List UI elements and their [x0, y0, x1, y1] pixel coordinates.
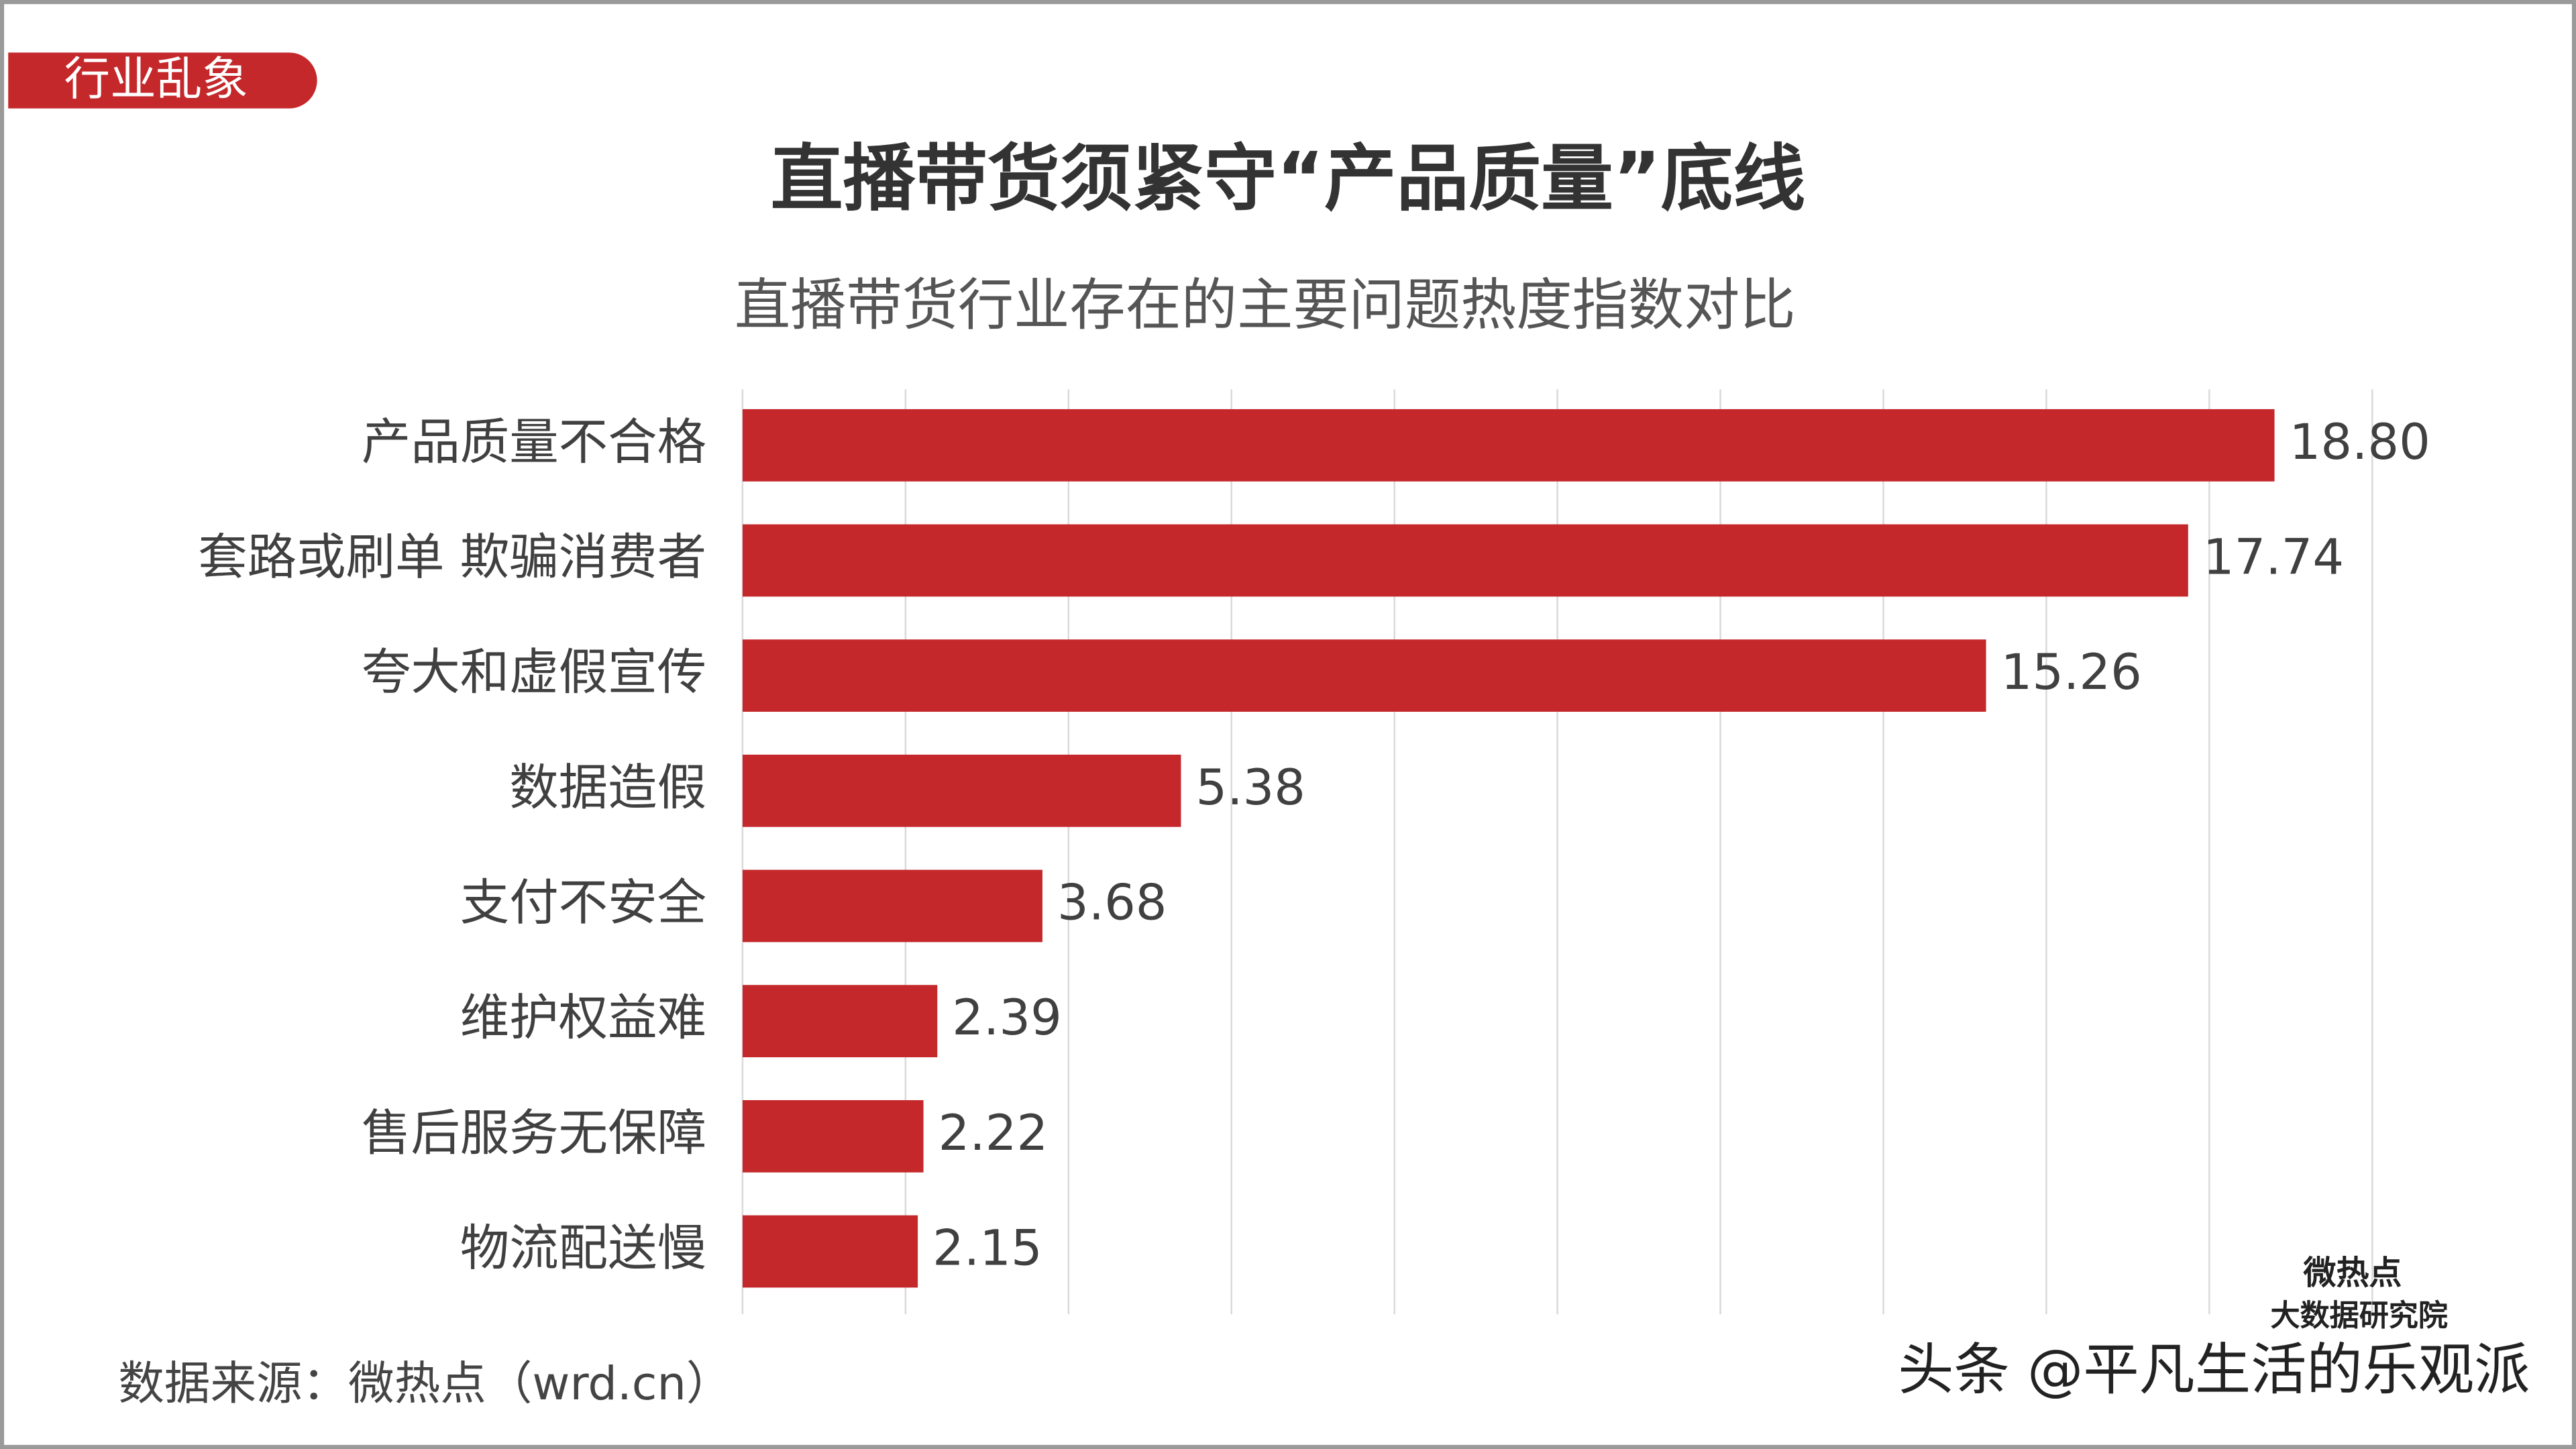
y-tick-label: 产品质量不合格: [362, 414, 706, 471]
bar: [742, 869, 1042, 943]
y-tick-label: 售后服务无保障: [362, 1105, 706, 1162]
chart-title: 直播带货须紧守“产品质量”底线: [771, 138, 1805, 221]
badge: 行业乱象: [64, 52, 248, 106]
y-tick-label: 数据造假: [509, 759, 706, 816]
badge-bg: [8, 52, 317, 109]
value-label: 15.26: [2001, 644, 2142, 701]
value-label: 17.74: [2203, 529, 2344, 586]
y-tick-label: 维护权益难: [460, 989, 706, 1046]
source: 数据来源：微热点（wrd.cn）: [118, 1357, 732, 1411]
value-label: 3.68: [1057, 875, 1167, 932]
y-tick-label: 支付不安全: [460, 875, 706, 932]
logo-name: 微热点: [2302, 1254, 2402, 1292]
watermark: 头条 @平凡生活的乐观派: [1898, 1337, 2530, 1402]
bar: [742, 985, 938, 1058]
value-label: 2.39: [952, 989, 1062, 1046]
bar: [742, 524, 2188, 597]
chart-subtitle: 直播带货行业存在的主要问题热度指数对比: [735, 272, 1796, 337]
y-tick-label: 物流配送慢: [460, 1220, 706, 1277]
plot: 产品质量不合格 18.80 套路或刷单 欺骗消费者 17.74 夸大和虚假宣传 15.26…: [198, 389, 2430, 1315]
bar: [742, 754, 1181, 827]
bar: [742, 1215, 918, 1288]
value-label: 5.38: [1195, 759, 1305, 816]
y-tick-label: 夸大和虚假宣传: [362, 644, 706, 701]
y-tick-label: 套路或刷单 欺骗消费者: [198, 529, 706, 586]
bar: [742, 409, 2275, 482]
bar: [742, 1099, 924, 1173]
logo-sub: 大数据研究院: [2271, 1299, 2448, 1333]
value-label: 2.22: [938, 1105, 1049, 1162]
value-label: 2.15: [932, 1220, 1042, 1277]
value-label: 18.80: [2290, 414, 2430, 471]
bar: [742, 639, 1986, 712]
